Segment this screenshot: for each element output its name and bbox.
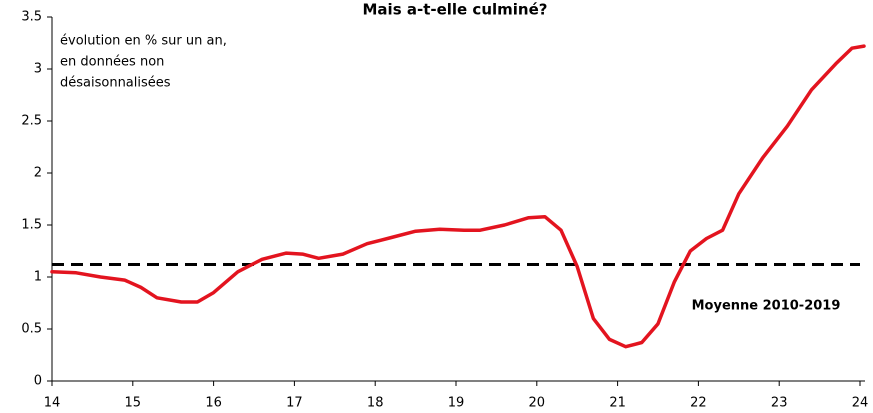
x-tick-label: 24 (852, 396, 869, 411)
chart-title: Mais a-t-elle culminé? (363, 1, 548, 19)
y-tick-label: 2.5 (21, 114, 42, 129)
x-tick-label: 15 (125, 396, 142, 411)
x-tick-label: 16 (205, 396, 222, 411)
x-tick-label: 17 (286, 396, 303, 411)
y-tick-label: 1.5 (21, 218, 42, 233)
y-tick-label: 3 (34, 62, 42, 77)
annotation: désaisonnalisées (60, 76, 171, 91)
y-tick-label: 2 (34, 166, 42, 181)
y-tick-label: 0 (34, 374, 42, 389)
annotation: en données non (60, 55, 164, 70)
y-tick-label: 3.5 (21, 10, 42, 25)
x-tick-label: 23 (771, 396, 788, 411)
reference-label: Moyenne 2010-2019 (692, 299, 841, 314)
annotation: évolution en % sur un an, (60, 34, 227, 49)
x-tick-label: 21 (609, 396, 626, 411)
y-tick-label: 0.5 (21, 322, 42, 337)
x-tick-label: 20 (529, 396, 546, 411)
x-tick-label: 14 (44, 396, 61, 411)
x-tick-label: 18 (367, 396, 384, 411)
x-tick-label: 19 (448, 396, 465, 411)
y-tick-label: 1 (34, 270, 42, 285)
line-series (50, 44, 866, 349)
x-tick-label: 22 (690, 396, 707, 411)
